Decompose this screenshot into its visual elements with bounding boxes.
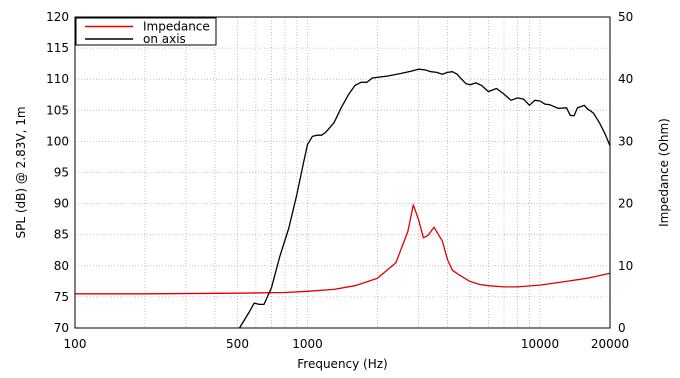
- y-tick-label-left: 120: [46, 10, 69, 24]
- y-tick-label-left: 90: [54, 197, 69, 211]
- series-line-on-axis: [238, 68, 611, 329]
- series-line-impedance: [75, 204, 611, 295]
- y-tick-label-left: 85: [54, 228, 69, 242]
- y-tick-label-left: 80: [54, 259, 69, 273]
- y-tick-label-right: 0: [618, 321, 626, 335]
- y-tick-label-left: 110: [46, 72, 69, 86]
- y-tick-label-left: 70: [54, 321, 69, 335]
- series-lines: [75, 68, 611, 329]
- y-tick-label-left: 75: [54, 290, 69, 304]
- y-tick-label-left: 100: [46, 134, 69, 148]
- plot-area-frame: [74, 16, 611, 329]
- y-tick-label-left: 115: [46, 41, 69, 55]
- legend-label-impedance: Impedance: [143, 20, 210, 34]
- legend: Impedance on axis: [75, 17, 217, 46]
- x-tick-label: 500: [226, 337, 249, 351]
- y-tick-label-right: 30: [618, 134, 633, 148]
- y-axis-label-left: SPL (dB) @ 2.83V, 1m: [14, 106, 28, 238]
- x-tick-label: 10000: [521, 337, 559, 351]
- legend-label-on-axis: on axis: [143, 32, 186, 46]
- x-tick-label: 100: [64, 337, 87, 351]
- y-tick-label-left: 95: [54, 166, 69, 180]
- y-tick-label-right: 20: [618, 197, 633, 211]
- x-tick-label: 20000: [591, 337, 629, 351]
- legend-box: [75, 17, 217, 46]
- y-axis-label-right: Impedance (Ohm): [657, 118, 671, 227]
- x-axis-label: Frequency (Hz): [297, 357, 388, 371]
- y-tick-label-left: 105: [46, 103, 69, 117]
- y-tick-label-right: 10: [618, 259, 633, 273]
- y-tick-label-right: 40: [618, 72, 633, 86]
- grid: [75, 17, 610, 328]
- x-tick-label: 1000: [292, 337, 323, 351]
- y-tick-label-right: 50: [618, 10, 633, 24]
- tick-labels: 70 75 80 85 90 95 100 105 110 115 120 0 10 20 30 40 50 10…: [46, 10, 633, 351]
